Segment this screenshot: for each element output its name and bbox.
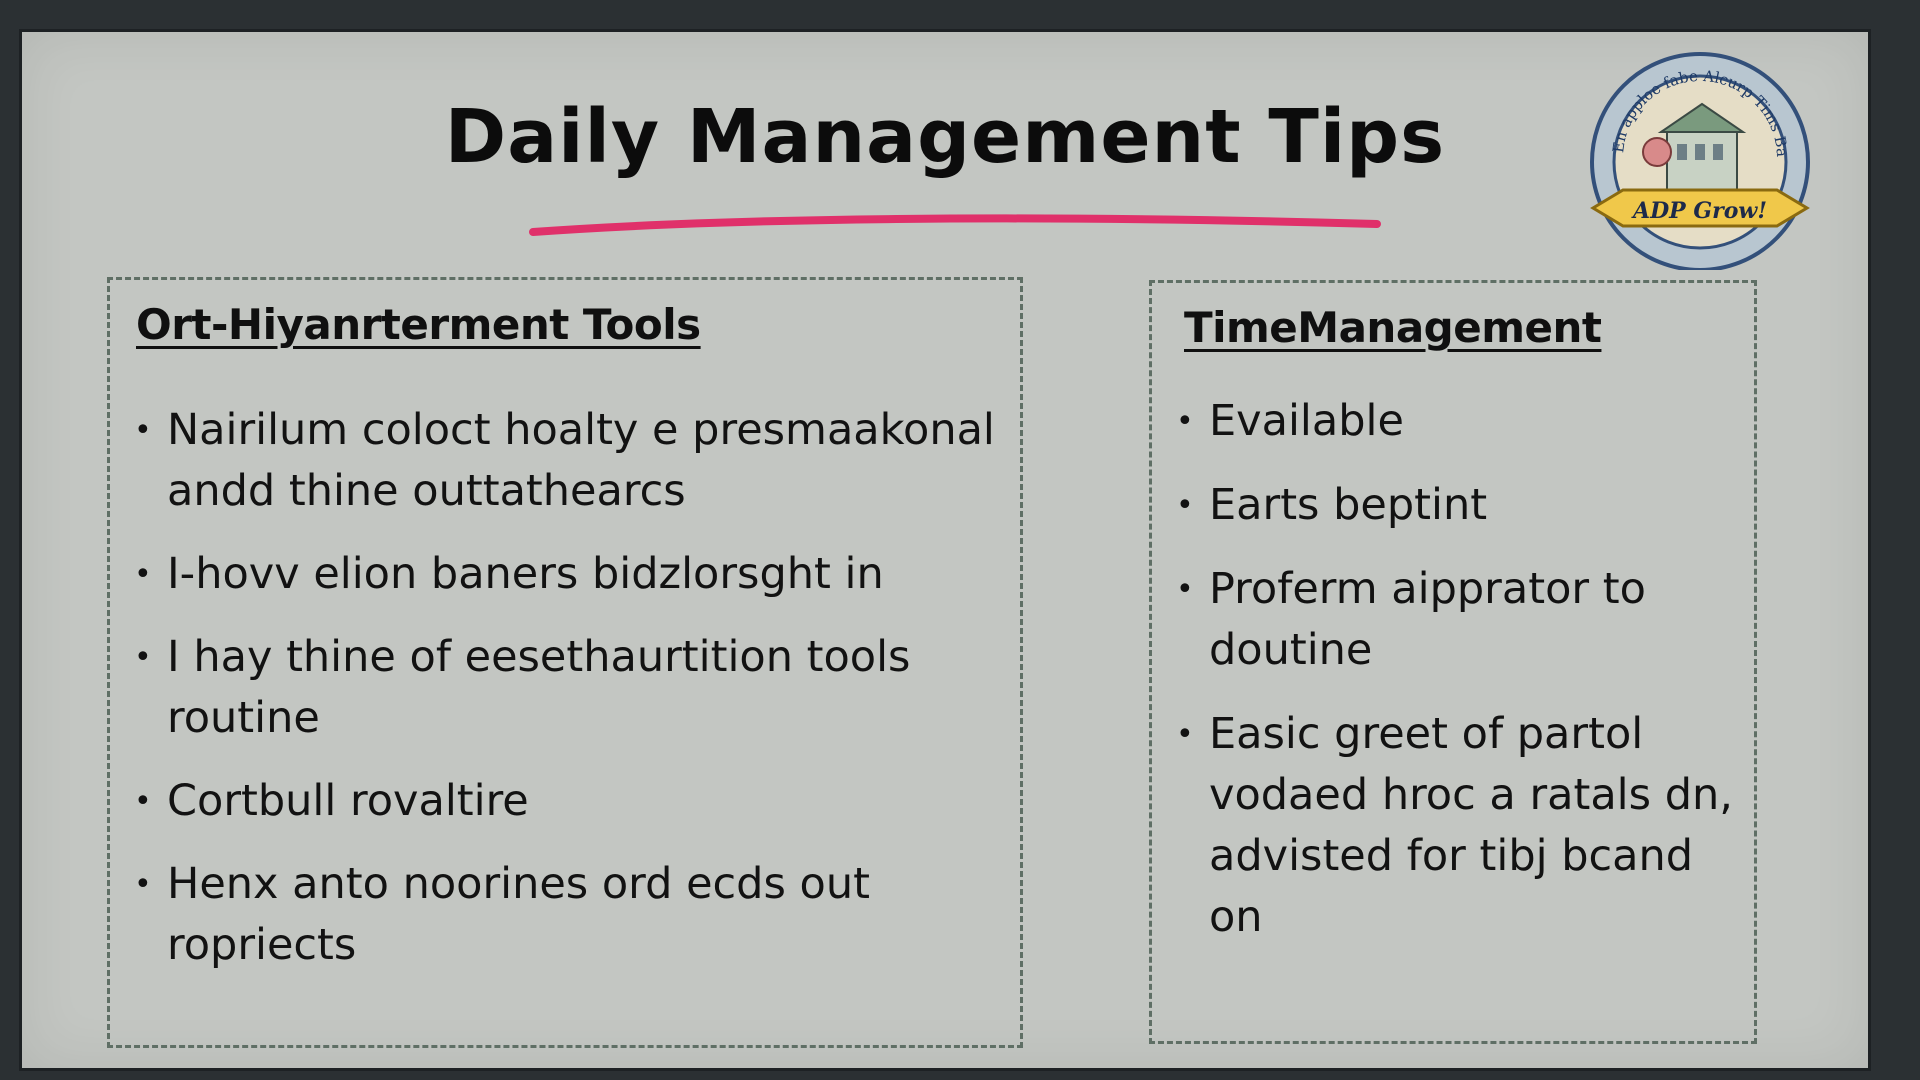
list-item-text: Earts beptint [1209, 480, 1488, 530]
list-item: • Earts beptint [1174, 475, 1744, 536]
time-management-list: • Evailable • Earts beptint • Proferm aippr… [1174, 391, 1744, 971]
list-item-text: Proferm aipprator to doutine [1209, 564, 1646, 675]
bullet-icon: • [134, 640, 152, 675]
tools-list: • Nairilum coloct hoalty e presmaakonal a… [132, 400, 1002, 998]
list-item: • Cortbull rovaltire [132, 771, 1002, 832]
list-item: • Nairilum coloct hoalty e presmaakonal a… [132, 400, 1002, 522]
list-item-text: Cortbull rovaltire [167, 776, 529, 826]
slide-title: Daily Management Tips [444, 94, 1446, 180]
list-item-text: Henx anto noorines ord ecds out ropriect… [167, 859, 870, 970]
bullet-icon: • [134, 784, 152, 819]
bullet-icon: • [134, 557, 152, 592]
slide: Daily Management Tips En apploe fabe Alc… [22, 32, 1868, 1068]
list-item: • Easic greet of partol vodaed hroc a rat… [1174, 704, 1744, 948]
list-item-text: I hay thine of eesethaurtition tools rou… [167, 632, 911, 743]
list-item-text: Nairilum coloct hoalty e presmaakonal an… [167, 405, 995, 516]
list-item-text: Evailable [1209, 396, 1404, 446]
list-item-text: Easic greet of partol vodaed hroc a rata… [1209, 709, 1733, 942]
badge-emblem-icon: En apploe fabe Alcurp Tims Bainurt ADP G… [1585, 40, 1810, 270]
badge-ribbon-text: ADP Grow! [1631, 198, 1767, 224]
list-item: • I hay thine of eesethaurtition tools ro… [132, 627, 1002, 749]
tools-panel: Ort-Hiyanrterment Tools • Nairilum coloct… [107, 277, 1023, 1048]
list-item: • Henx anto noorines ord ecds out ropriec… [132, 854, 1002, 976]
bullet-icon: • [134, 867, 152, 902]
tools-panel-heading: Ort-Hiyanrterment Tools [136, 300, 701, 349]
bullet-icon: • [1176, 488, 1194, 523]
bullet-icon: • [1176, 572, 1194, 607]
time-management-heading: TimeManagement [1184, 303, 1602, 352]
list-item: • Evailable [1174, 391, 1744, 452]
bullet-icon: • [1176, 717, 1194, 752]
bullet-icon: • [1176, 404, 1194, 439]
time-management-panel: TimeManagement • Evailable • Earts beptint… [1149, 280, 1757, 1044]
list-item-text: I-hovv elion baners bidzlorsght in [167, 549, 884, 599]
title-underline [529, 214, 1381, 236]
bullet-icon: • [134, 413, 152, 448]
list-item: • I-hovv elion baners bidzlorsght in [132, 544, 1002, 605]
list-item: • Proferm aipprator to doutine [1174, 559, 1744, 681]
